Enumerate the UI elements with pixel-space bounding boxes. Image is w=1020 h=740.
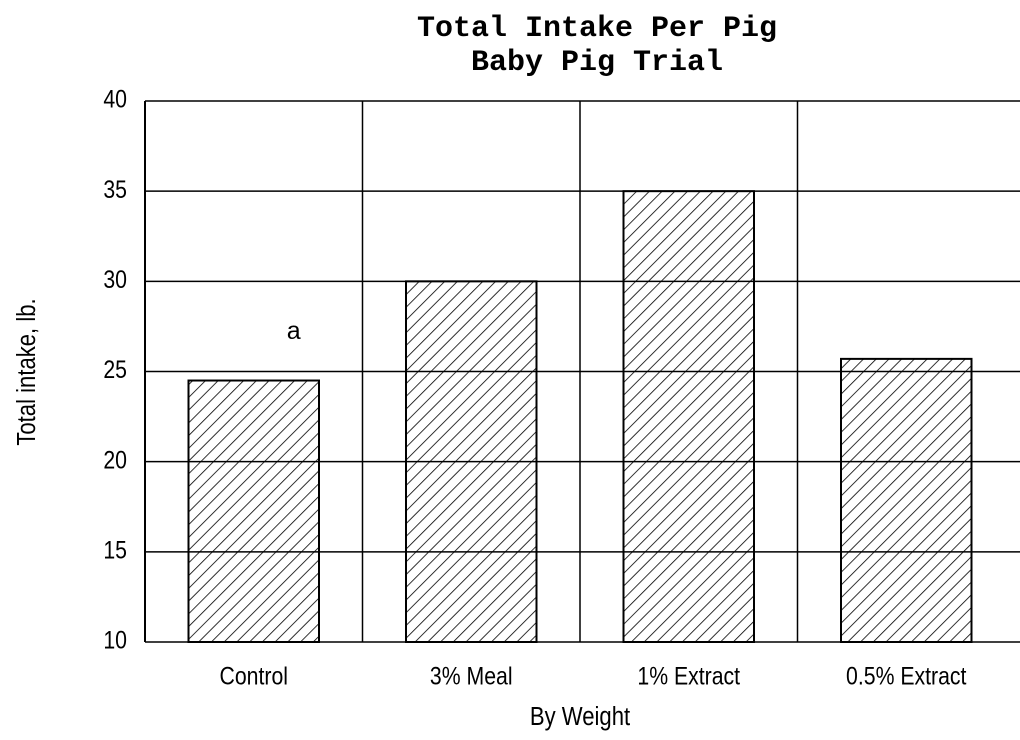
x-tick-label: Control bbox=[220, 662, 288, 690]
chart-subtitle: Baby Pig Trial bbox=[471, 46, 723, 80]
bar bbox=[622, 190, 755, 644]
bar bbox=[840, 357, 973, 643]
x-tick-label: 0.5% Extract bbox=[846, 662, 967, 690]
x-axis-label: By Weight bbox=[530, 702, 631, 731]
y-tick-label: 10 bbox=[103, 626, 127, 654]
y-tick-label: 40 bbox=[103, 85, 127, 113]
y-tick-label: 20 bbox=[103, 446, 127, 474]
y-tick-label: 15 bbox=[103, 536, 127, 564]
y-axis-label: Total intake, lb. bbox=[12, 298, 41, 445]
bar bbox=[187, 379, 320, 643]
y-tick-label: 25 bbox=[103, 355, 127, 383]
chart-title: Total Intake Per Pig bbox=[417, 12, 777, 46]
y-tick-label: 30 bbox=[103, 265, 127, 293]
x-tick-label: 3% Meal bbox=[430, 662, 513, 690]
annotation: a bbox=[287, 317, 301, 345]
y-tick-label: 35 bbox=[103, 175, 127, 203]
x-tick-label: 1% Extract bbox=[637, 662, 740, 690]
bar bbox=[405, 280, 538, 643]
